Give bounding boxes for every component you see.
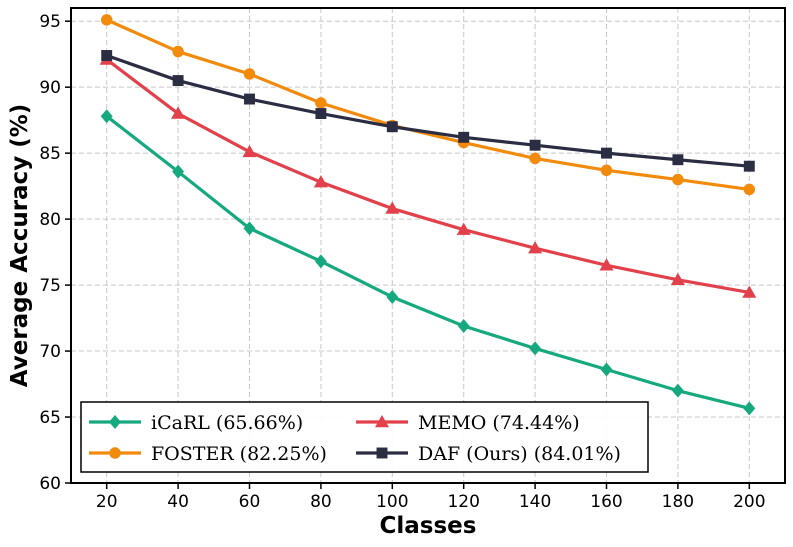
data-point [600, 362, 613, 377]
y-axis-title: Average Accuracy (%) [7, 104, 33, 388]
x-tick-label: 180 [662, 492, 694, 512]
data-point [458, 131, 470, 143]
data-point [671, 383, 684, 398]
data-point [743, 160, 755, 172]
y-tick-label: 95 [39, 12, 61, 32]
data-point [243, 221, 256, 236]
legend-marker [375, 415, 389, 428]
x-tick-label: 120 [447, 492, 479, 512]
series-line [105, 114, 750, 410]
legend: iCaRL (65.66%) FOSTER (82.25%) MEMO (74.44… [80, 401, 649, 473]
data-point [456, 222, 471, 235]
data-point [244, 93, 255, 105]
x-tick-label: 20 [96, 492, 118, 512]
x-tick-label: 80 [310, 492, 332, 512]
axis-ticks: 20 40 60 80 100 120 140 160 180 200 60 65 70 75 80 85 90… [39, 12, 765, 512]
data-point [529, 139, 541, 151]
data-point [600, 164, 613, 177]
data-point [315, 97, 327, 109]
y-tick-label: 70 [39, 342, 61, 362]
data-point [528, 241, 543, 254]
x-tick-label: 200 [733, 492, 765, 512]
series-3 [101, 50, 755, 172]
data-point [101, 50, 113, 61]
x-tick-label: 40 [167, 492, 189, 512]
x-tick-label: 100 [376, 492, 408, 512]
series-line [105, 58, 750, 295]
data-point [672, 173, 684, 186]
series-1 [99, 52, 757, 298]
data-point [315, 108, 327, 120]
data-point [743, 183, 756, 196]
x-tick-label: 160 [590, 492, 622, 512]
data-point [599, 258, 614, 271]
x-tick-label: 60 [239, 492, 261, 512]
legend-label: MEMO (74.44%) [418, 412, 580, 434]
y-tick-label: 85 [39, 144, 61, 164]
legend-marker [109, 415, 121, 429]
legend-item: DAF (Ours) (84.01%) [356, 443, 621, 465]
data-point [672, 154, 684, 166]
legend-box [80, 401, 649, 473]
x-tick-label: 140 [519, 492, 551, 512]
data-point [242, 144, 257, 158]
legend-marker [109, 447, 121, 459]
legend-label: FOSTER (82.25%) [151, 443, 327, 465]
y-tick-label: 80 [39, 210, 61, 230]
data-point [529, 152, 541, 165]
data-point [172, 75, 184, 87]
series-0 [100, 109, 756, 416]
plot-frame [70, 7, 786, 484]
data-point [601, 147, 612, 159]
series-2 [100, 14, 756, 196]
series-group [99, 14, 757, 416]
data-point [743, 401, 756, 416]
data-point [457, 318, 470, 333]
data-point [243, 68, 256, 80]
data-point [313, 175, 328, 188]
data-point [385, 201, 400, 214]
y-tick-label: 90 [39, 78, 61, 98]
legend-item: iCaRL (65.66%) [89, 412, 303, 434]
series-line [106, 18, 750, 192]
data-point [172, 45, 184, 58]
y-tick-label: 75 [39, 276, 61, 296]
data-point [386, 121, 398, 133]
data-point [742, 285, 757, 298]
legend-label: DAF (Ours) (84.01%) [418, 443, 621, 465]
data-point [670, 272, 685, 286]
series-line [106, 53, 750, 168]
y-tick-label: 60 [39, 474, 61, 494]
data-point [529, 341, 542, 356]
x-axis-title: Classes [380, 513, 477, 539]
legend-item: FOSTER (82.25%) [89, 443, 327, 465]
data-point [386, 289, 399, 304]
data-point [314, 254, 327, 269]
y-tick-label: 65 [39, 408, 61, 428]
data-point [100, 14, 113, 26]
data-point [100, 109, 113, 124]
legend-label: iCaRL (65.66%) [151, 412, 303, 434]
data-point [172, 164, 185, 179]
legend-marker [376, 447, 388, 459]
legend-item: MEMO (74.44%) [356, 412, 580, 434]
data-point [171, 106, 186, 119]
